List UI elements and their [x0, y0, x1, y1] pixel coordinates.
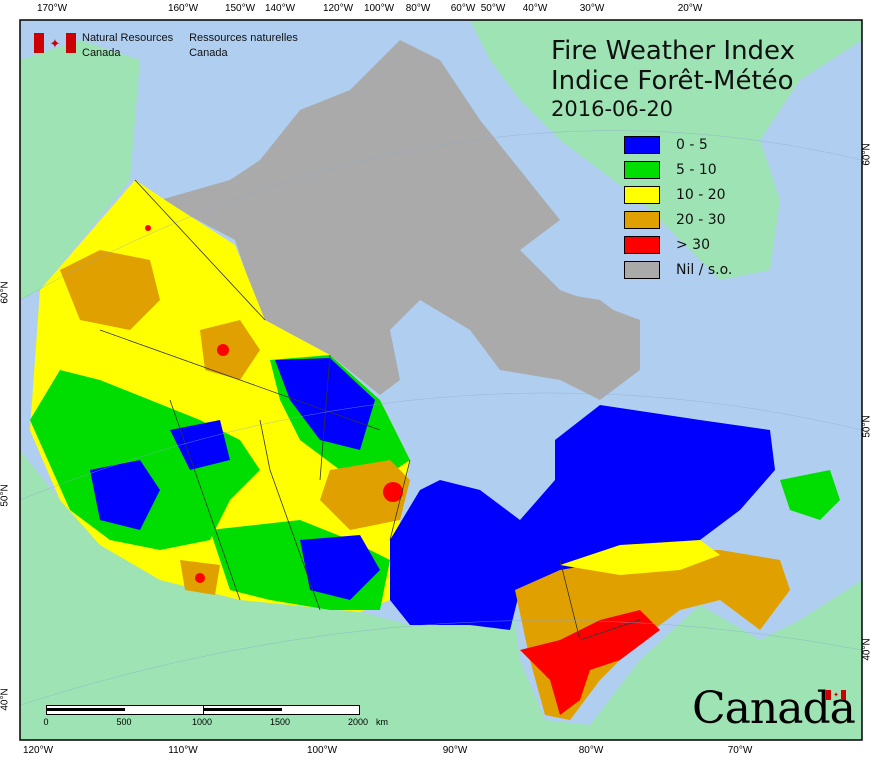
map-frame	[19, 19, 863, 741]
legend-label: 20 - 30	[676, 211, 726, 228]
scale-bar: 0 500 1000 1500 2000 km	[43, 705, 388, 729]
scale-label: 500	[116, 717, 132, 727]
fwi-20-30	[320, 460, 410, 530]
bottom-tick: 120°W	[22, 745, 54, 756]
top-tick: 80°W	[405, 3, 431, 14]
top-tick: 100°W	[363, 3, 395, 14]
fwi-5-10	[30, 370, 260, 550]
legend-label: 10 - 20	[676, 186, 726, 203]
fwi-0-5	[275, 358, 375, 450]
bottom-tick: 110°W	[168, 745, 198, 756]
fwi-20-30	[60, 250, 160, 330]
alaska	[20, 40, 140, 300]
fwi-0-5	[300, 535, 380, 600]
top-tick: 20°W	[677, 3, 703, 14]
title-french: Indice Forêt-Météo	[551, 66, 794, 96]
scale-label: 1500	[269, 717, 291, 727]
top-tick: 160°W	[167, 3, 199, 14]
province-borders	[99, 179, 641, 641]
canada-flag-icon: ✦	[34, 33, 76, 53]
scale-label: 0	[43, 717, 49, 727]
greenland	[470, 20, 862, 280]
fwi-over-30	[145, 225, 151, 231]
legend-swatch	[624, 135, 660, 154]
legend-item: 10 - 20	[624, 182, 732, 207]
fwi-10-20	[560, 540, 720, 575]
left-tick: 60°N	[0, 281, 11, 304]
agency-en-line1: Natural Resources	[82, 32, 174, 44]
fwi-0-5	[90, 460, 160, 530]
left-tick: 40°N	[0, 688, 11, 711]
legend-item: 0 - 5	[624, 132, 732, 157]
right-tick: 40°N	[861, 638, 873, 661]
legend-swatch	[624, 185, 660, 204]
legend-label: 0 - 5	[676, 136, 708, 153]
legend: 0 - 5 5 - 10 10 - 20 20 - 30 > 30 Nil / …	[624, 132, 732, 282]
agency-en-line2: Canada	[82, 47, 121, 59]
left-tick: 50°N	[0, 484, 11, 507]
fwi-5-10	[780, 470, 840, 520]
fwi-over-30	[195, 573, 205, 583]
top-tick: 50°W	[480, 3, 506, 14]
arctic-nil-region	[160, 40, 640, 400]
legend-item: 20 - 30	[624, 207, 732, 232]
bottom-tick: 70°W	[727, 745, 753, 756]
legend-swatch	[624, 210, 660, 229]
agency-signature: ✦ Natural Resources Canada Ressources na…	[34, 31, 298, 61]
map-date: 2016-06-20	[551, 97, 674, 121]
scale-label: 1000	[191, 717, 213, 727]
hudson-bay	[390, 360, 540, 500]
legend-swatch	[624, 160, 660, 179]
top-tick: 170°W	[36, 3, 68, 14]
right-tick: 60°N	[861, 143, 873, 166]
bottom-tick: 90°W	[442, 745, 468, 756]
agency-fr-line1: Ressources naturelles	[189, 32, 298, 44]
top-tick: 60°W	[450, 3, 476, 14]
bottom-tick: 80°W	[578, 745, 604, 756]
top-tick: 140°W	[264, 3, 296, 14]
legend-label: > 30	[676, 236, 710, 253]
legend-swatch	[624, 260, 660, 279]
legend-item: > 30	[624, 232, 732, 257]
legend-label: 5 - 10	[676, 161, 717, 178]
scale-unit: km	[376, 717, 388, 727]
fwi-over-30	[217, 344, 229, 356]
fwi-over-30	[383, 482, 403, 502]
legend-item: Nil / s.o.	[624, 257, 732, 282]
scale-label: 2000	[347, 717, 369, 727]
legend-item: 5 - 10	[624, 157, 732, 182]
legend-swatch	[624, 235, 660, 254]
fwi-0-5	[170, 420, 230, 470]
united-states	[20, 450, 862, 740]
agency-fr-line2: Canada	[189, 47, 228, 59]
top-tick: 120°W	[322, 3, 354, 14]
top-tick: 150°W	[224, 3, 256, 14]
fwi-over-30	[520, 610, 660, 715]
fwi-20-30	[200, 320, 260, 380]
legend-label: Nil / s.o.	[676, 261, 733, 278]
top-tick: 30°W	[579, 3, 605, 14]
arctic-nil-region	[540, 290, 640, 360]
title-english: Fire Weather Index	[551, 36, 795, 66]
bottom-tick: 100°W	[306, 745, 338, 756]
right-tick: 50°N	[861, 415, 873, 438]
graticule	[19, 130, 863, 706]
top-tick: 40°W	[522, 3, 548, 14]
fwi-0-5	[390, 405, 775, 630]
canada-flag-icon: ✦	[826, 690, 846, 700]
